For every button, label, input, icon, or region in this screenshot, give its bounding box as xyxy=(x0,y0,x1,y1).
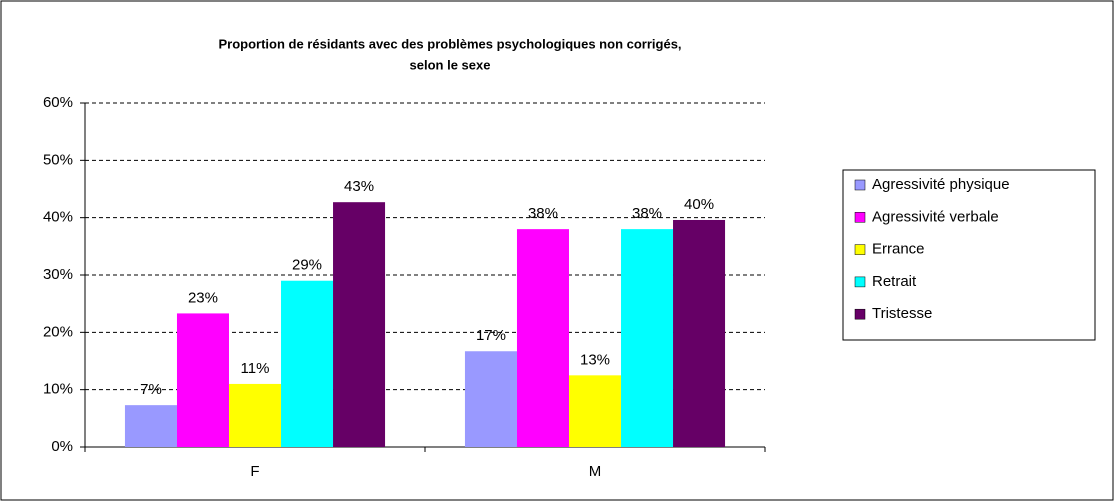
bar xyxy=(281,280,334,447)
legend-label: Errance xyxy=(872,241,925,258)
y-tick-label: 10% xyxy=(43,381,73,398)
x-tick-label: M xyxy=(589,463,602,480)
y-tick-label: 50% xyxy=(43,151,73,168)
x-tick-label: F xyxy=(250,463,259,480)
data-label: 43% xyxy=(344,178,374,195)
legend-label: Retrait xyxy=(872,273,917,290)
data-label: 11% xyxy=(241,360,270,377)
chart-title: Proportion de résidants avec des problèm… xyxy=(218,36,681,51)
y-tick-label: 60% xyxy=(43,94,73,111)
y-tick-label: 30% xyxy=(43,266,73,283)
data-label: 17% xyxy=(476,327,506,344)
bar xyxy=(464,351,517,447)
bar xyxy=(568,375,622,447)
legend-box xyxy=(842,169,1096,341)
y-tick-label: 20% xyxy=(43,323,73,340)
legend-swatch xyxy=(854,212,866,223)
legend-label: Tristesse xyxy=(872,305,932,322)
legend-label: Agressivité physique xyxy=(872,176,1010,193)
data-label: 40% xyxy=(684,196,714,213)
bar xyxy=(516,229,569,447)
chart-title: selon le sexe xyxy=(410,57,491,72)
data-label: 23% xyxy=(188,289,218,306)
legend-swatch xyxy=(854,244,866,255)
legend-label: Agressivité verbale xyxy=(872,208,999,225)
y-tick-label: 0% xyxy=(51,438,73,455)
y-tick-label: 40% xyxy=(43,209,73,226)
legend-swatch xyxy=(854,276,866,288)
bar xyxy=(673,219,726,447)
data-label: 13% xyxy=(580,351,610,368)
legend-swatch xyxy=(854,308,866,320)
data-label: 38% xyxy=(632,205,662,222)
bar xyxy=(333,202,386,447)
data-label: 29% xyxy=(292,257,322,274)
bar xyxy=(228,383,282,447)
legend-swatch xyxy=(854,179,866,191)
data-label: 7% xyxy=(140,381,162,398)
bar xyxy=(124,405,177,447)
bar xyxy=(621,229,674,447)
bar xyxy=(176,313,229,447)
data-label: 38% xyxy=(528,205,558,222)
